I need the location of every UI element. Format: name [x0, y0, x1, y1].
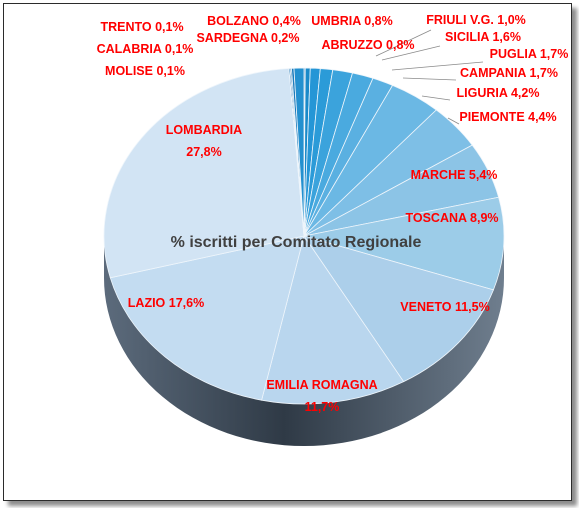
label-umbria: UMBRIA 0,8% — [311, 14, 393, 28]
label-campania: CAMPANIA 1,7% — [460, 66, 558, 80]
pie-slices — [103, 67, 505, 405]
label-lombardia: LOMBARDIA 27,8% — [166, 123, 242, 159]
leader-lines — [375, 29, 484, 125]
label-toscana: TOSCANA 8,9% — [405, 211, 498, 225]
pie-3d-side — [104, 236, 504, 446]
label-piemonte: PIEMONTE 4,4% — [459, 110, 556, 124]
leader-line-liguria — [421, 95, 451, 101]
slice-abruzzo — [293, 67, 305, 237]
label-bolzano: BOLZANO 0,4% — [207, 14, 301, 28]
pie-chart: TRENTO 0,1% BOLZANO 0,4% UMBRIA 0,8% FRIULI… — [97, 13, 569, 446]
leader-line-sicilia — [381, 45, 441, 61]
slice-toscana — [303, 196, 505, 291]
leader-line-piemonte — [447, 117, 460, 125]
label-puglia: PUGLIA 1,7% — [490, 47, 569, 61]
label-sardegna: SARDEGNA 0,2% — [196, 31, 299, 45]
label-abruzzo: ABRUZZO 0,8% — [321, 38, 414, 52]
label-lazio: LAZIO 17,6% — [128, 296, 204, 310]
label-trento: TRENTO 0,1% — [100, 20, 183, 34]
chart-title: % iscritti per Comitato Regionale — [171, 234, 422, 251]
label-emilia-romagna: EMILIA ROMAGNA 11,7% — [266, 378, 377, 414]
label-calabria: CALABRIA 0,1% — [97, 42, 194, 56]
label-sicilia: SICILIA 1,6% — [445, 30, 521, 44]
label-molise: MOLISE 0,1% — [105, 64, 185, 78]
label-marche: MARCHE 5,4% — [411, 168, 498, 182]
slice-lombardia — [103, 68, 305, 279]
chart-frame: TRENTO 0,1% BOLZANO 0,4% UMBRIA 0,8% FRIULI… — [3, 3, 572, 501]
leader-line-puglia — [391, 61, 484, 71]
leader-line-campania — [402, 77, 457, 81]
slice-lazio — [109, 235, 305, 401]
label-veneto: VENETO 11,5% — [400, 300, 489, 314]
label-liguria: LIGURIA 4,2% — [457, 86, 540, 100]
label-friuli-v-g: FRIULI V.G. 1,0% — [426, 13, 526, 27]
slice-labels: TRENTO 0,1% BOLZANO 0,4% UMBRIA 0,8% FRIULI… — [97, 13, 569, 414]
slice-veneto — [303, 235, 494, 383]
leader-line-friuli-v-g — [375, 29, 432, 57]
slice-emilia-romagna — [261, 235, 405, 405]
